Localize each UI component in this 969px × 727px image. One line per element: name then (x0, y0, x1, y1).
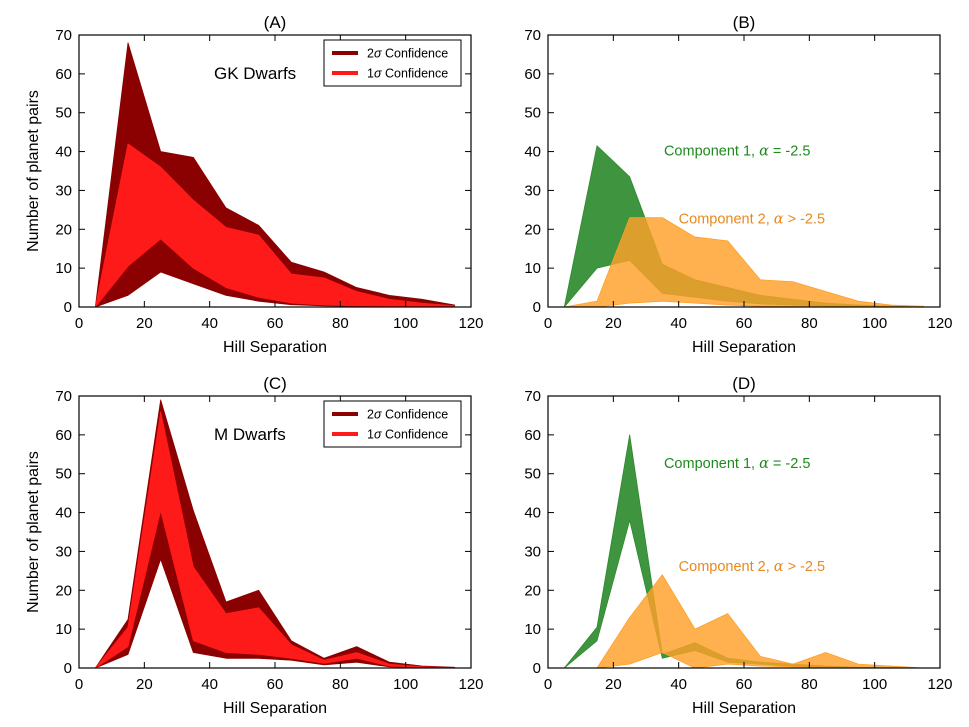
x-tick-label: 60 (736, 676, 753, 693)
y-tick-label: 30 (55, 543, 72, 560)
x-tick-label: 40 (670, 315, 687, 332)
y-tick-label: 60 (524, 66, 541, 83)
annotation-component-1: Component 1, α = -2.5 (664, 143, 810, 159)
y-tick-label: 50 (524, 466, 541, 483)
y-tick-label: 40 (55, 144, 72, 161)
panel-b: 0 20 40 60 80 100 120 0 10 20 30 40 50 60 70 (B) Hill Se… (524, 13, 952, 356)
x-tick-label: 120 (458, 676, 483, 693)
y-tick-label: 60 (55, 66, 72, 83)
annotation-component-2: Component 2, α > -2.5 (679, 559, 825, 575)
y-tick-label: 20 (524, 221, 541, 238)
y-tick-label: 10 (55, 260, 72, 277)
x-tick-label: 100 (862, 676, 887, 693)
sigma-symbol: σ (374, 428, 382, 442)
x-tick-label: 0 (75, 315, 83, 332)
alpha-symbol: α (759, 456, 769, 472)
x-axis-label: Hill Separation (223, 339, 327, 356)
y-tick-label: 0 (533, 299, 541, 316)
plot-background (548, 396, 940, 668)
x-tick-label: 20 (136, 676, 153, 693)
panel-d: 0 20 40 60 80 100 120 0 10 20 30 40 50 60 70 (D) Hill Se… (524, 374, 952, 717)
x-tick-label: 40 (201, 315, 218, 332)
legend-entry-label: 1σ Confidence (367, 67, 448, 81)
y-tick-label: 0 (64, 299, 72, 316)
panel-c: 0 20 40 60 80 100 120 0 10 20 30 40 50 60 70 (C) Hill Se… (25, 374, 484, 717)
x-tick-label: 60 (267, 676, 284, 693)
annotation-component-2: Component 2, α > -2.5 (679, 211, 825, 227)
x-tick-label: 20 (605, 315, 622, 332)
y-tick-label: 20 (55, 221, 72, 238)
x-tick-label: 60 (736, 315, 753, 332)
y-tick-label: 30 (524, 182, 541, 199)
x-tick-label: 80 (801, 315, 818, 332)
x-tick-label: 40 (201, 676, 218, 693)
x-axis-label: Hill Separation (223, 700, 327, 717)
x-tick-label: 80 (801, 676, 818, 693)
x-tick-label: 80 (332, 315, 349, 332)
x-tick-label: 20 (605, 676, 622, 693)
sigma-symbol: σ (374, 408, 382, 422)
legend-entry-label: 2σ Confidence (367, 408, 448, 422)
y-axis-label: Number of planet pairs (25, 451, 42, 613)
y-tick-label: 30 (55, 182, 72, 199)
x-tick-label: 100 (393, 676, 418, 693)
y-tick-label: 0 (533, 660, 541, 677)
y-tick-label: 20 (524, 582, 541, 599)
y-tick-label: 60 (524, 427, 541, 444)
x-tick-label: 40 (670, 676, 687, 693)
y-tick-label: 10 (524, 260, 541, 277)
x-tick-label: 120 (927, 676, 952, 693)
x-tick-label: 0 (544, 676, 552, 693)
y-tick-label: 40 (524, 144, 541, 161)
y-tick-label: 50 (524, 105, 541, 122)
x-tick-label: 120 (458, 315, 483, 332)
sigma-symbol: σ (374, 67, 382, 81)
panel-title: (B) (733, 13, 756, 32)
legend-box (323, 39, 462, 87)
x-axis-label: Hill Separation (692, 700, 796, 717)
legend-entry-label: 2σ Confidence (367, 47, 448, 61)
sigma-symbol: σ (374, 47, 382, 61)
inset-label: M Dwarfs (214, 425, 286, 444)
legend-box (323, 400, 462, 448)
y-tick-label: 20 (55, 582, 72, 599)
legend: 2σ Confidence 1σ Confidence (323, 39, 462, 87)
y-tick-label: 70 (524, 27, 541, 44)
alpha-symbol: α (774, 559, 784, 575)
y-tick-label: 70 (55, 388, 72, 405)
x-tick-label: 80 (332, 676, 349, 693)
y-tick-label: 40 (524, 505, 541, 522)
y-tick-label: 10 (55, 621, 72, 638)
y-tick-label: 70 (524, 388, 541, 405)
panel-title: (A) (264, 13, 287, 32)
y-tick-label: 10 (524, 621, 541, 638)
x-tick-label: 0 (544, 315, 552, 332)
y-tick-label: 60 (55, 427, 72, 444)
panel-a: 0 20 40 60 80 100 120 0 10 20 30 40 50 60 70 (A) Hill Se… (25, 13, 484, 356)
y-tick-label: 40 (55, 505, 72, 522)
x-tick-label: 60 (267, 315, 284, 332)
y-tick-label: 50 (55, 466, 72, 483)
legend-entry-label: 1σ Confidence (367, 428, 448, 442)
panel-title: (C) (263, 374, 287, 393)
alpha-symbol: α (774, 211, 784, 227)
legend: 2σ Confidence 1σ Confidence (323, 400, 462, 448)
x-tick-label: 100 (862, 315, 887, 332)
x-tick-label: 0 (75, 676, 83, 693)
y-axis-label: Number of planet pairs (25, 90, 42, 252)
x-tick-label: 100 (393, 315, 418, 332)
x-tick-label: 120 (927, 315, 952, 332)
alpha-symbol: α (759, 143, 769, 159)
x-axis-label: Hill Separation (692, 339, 796, 356)
panel-title: (D) (732, 374, 756, 393)
y-tick-label: 50 (55, 105, 72, 122)
y-tick-label: 70 (55, 27, 72, 44)
annotation-component-1: Component 1, α = -2.5 (664, 456, 810, 472)
inset-label: GK Dwarfs (214, 64, 296, 83)
x-tick-label: 20 (136, 315, 153, 332)
y-tick-label: 0 (64, 660, 72, 677)
y-tick-label: 30 (524, 543, 541, 560)
